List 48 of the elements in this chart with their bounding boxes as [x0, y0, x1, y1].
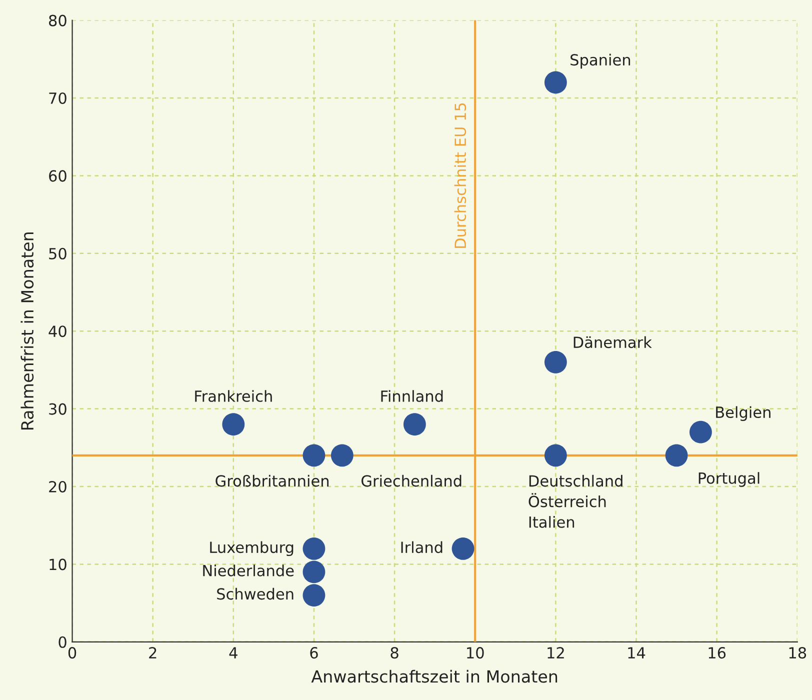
y-tick-label: 70 — [49, 92, 66, 104]
annotation: Deutschland Österreich Italien — [528, 474, 622, 528]
y-tick-label: 30 — [49, 403, 66, 415]
x-tick-label: 10 — [467, 647, 484, 659]
annotation: Finnland — [381, 390, 443, 402]
y-tick-label: 0 — [58, 636, 66, 648]
annotation: Niederlande — [203, 564, 294, 576]
x-tick-label: 16 — [708, 647, 726, 659]
annotation: Belgien — [716, 406, 770, 421]
x-axis-title: Anwartschaftszeit in Monaten — [311, 670, 558, 683]
point — [302, 537, 326, 560]
point — [452, 537, 474, 560]
annotation: Luxemburg — [210, 541, 294, 556]
y-tick-label: 80 — [49, 14, 66, 26]
annotation: Frankreich — [195, 390, 272, 402]
point — [222, 413, 245, 436]
annotation: Portugal — [698, 472, 760, 487]
y-tick-label: 20 — [49, 480, 66, 493]
x-tick-label: 8 — [390, 647, 398, 659]
x-tick-label: 4 — [229, 647, 238, 658]
point — [690, 420, 712, 444]
point — [330, 444, 354, 467]
annotation: Griechenland — [362, 474, 462, 487]
x-tick-label: 0 — [68, 647, 76, 659]
point — [544, 350, 567, 374]
point — [665, 444, 688, 467]
point — [302, 584, 326, 606]
y-tick-label: 40 — [48, 326, 66, 338]
y-tick-label: 50 — [49, 248, 66, 260]
x-tick-label: 2 — [149, 647, 156, 658]
x-tick-label: 6 — [310, 647, 318, 659]
point — [302, 444, 326, 467]
point — [302, 560, 326, 584]
annotation: Dänemark — [574, 336, 652, 348]
y-tick-label: 60 — [49, 170, 66, 182]
ref-line-label: Durchschnitt EU 15 — [454, 103, 466, 248]
point — [544, 444, 567, 467]
annotation: Großbritannien — [216, 474, 329, 487]
x-tick-label: 14 — [628, 647, 646, 658]
point — [403, 413, 426, 436]
x-tick-label: 12 — [548, 647, 564, 658]
annotation: Spanien — [570, 54, 630, 69]
annotation: Irland — [401, 541, 442, 554]
y-tick-label: 10 — [50, 558, 66, 570]
x-tick-label: 18 — [789, 647, 806, 659]
y-axis-title: Rahmenfrist in Monaten — [20, 232, 34, 430]
point — [544, 71, 567, 94]
annotation: Schweden — [217, 588, 294, 600]
